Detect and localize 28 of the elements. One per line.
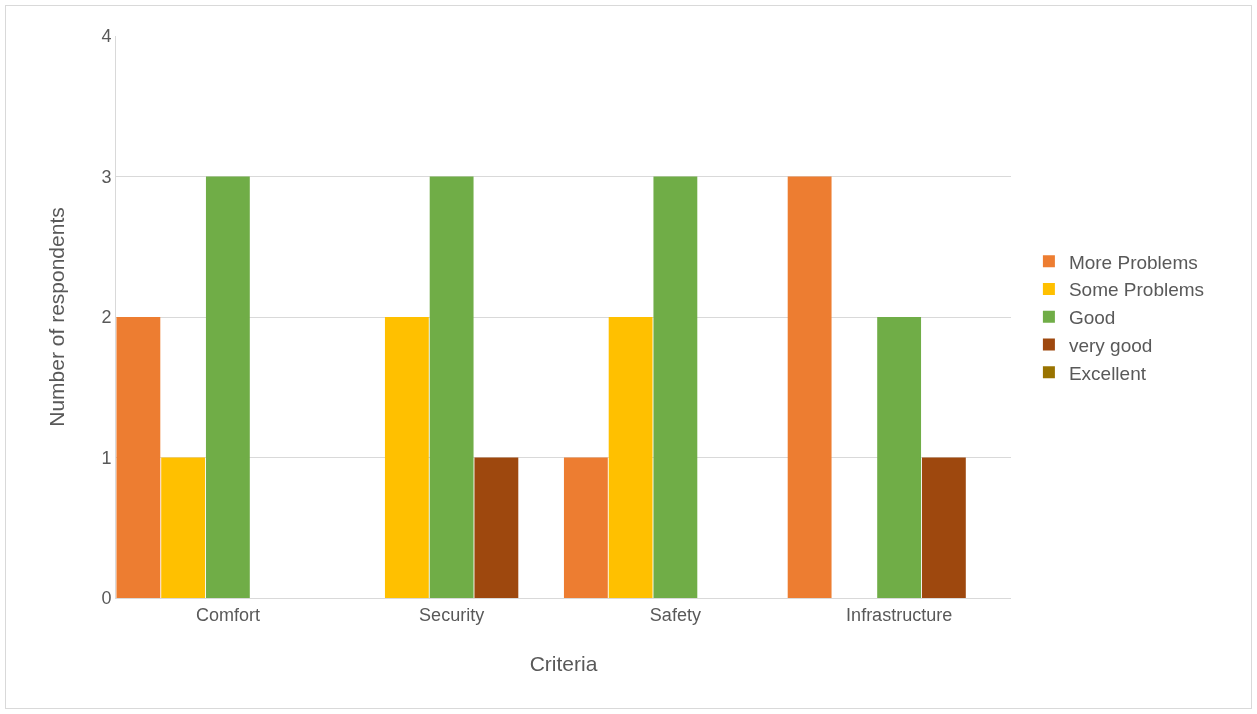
bar [877, 317, 922, 598]
y-tick-label: 0 [101, 588, 112, 609]
legend-label: More Problems [1068, 251, 1198, 273]
legend-label: Some Problems [1068, 279, 1205, 301]
bar [474, 457, 519, 598]
bar [384, 317, 429, 598]
x-tick-label: Comfort [195, 604, 260, 625]
bar [921, 457, 966, 598]
bar [116, 317, 161, 598]
bar [608, 317, 653, 598]
bar [653, 176, 698, 598]
x-tick-label: Safety [649, 604, 701, 625]
y-tick-label: 3 [101, 166, 112, 187]
y-tick-label: 2 [101, 307, 112, 328]
legend-label: Excellent [1068, 362, 1147, 384]
bar [787, 176, 832, 598]
x-axis-title: Criteria [529, 652, 598, 675]
legend-label: Good [1068, 307, 1116, 329]
legend-label: very good [1068, 334, 1153, 356]
x-tick-label: Infrastructure [846, 604, 953, 625]
y-tick-label: 1 [101, 447, 112, 468]
y-tick-label: 4 [101, 26, 112, 47]
bar [429, 176, 474, 598]
bar [205, 176, 250, 598]
bar [563, 457, 608, 598]
bar [161, 457, 206, 598]
y-axis-title: Number of respondents [45, 207, 68, 427]
x-tick-label: Security [419, 604, 485, 625]
